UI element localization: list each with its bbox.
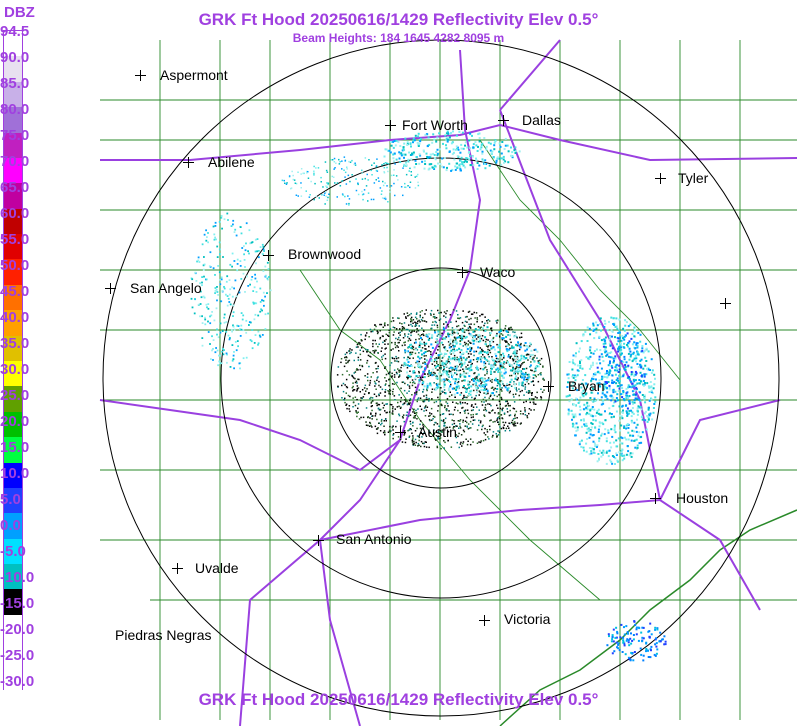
legend-swatch	[4, 310, 22, 337]
legend-colorbar	[3, 30, 23, 692]
city-label: Waco	[480, 264, 516, 280]
city-marker-icon	[655, 173, 666, 184]
legend-tick-label: -5.0	[0, 543, 26, 560]
city-label: Fort Worth	[402, 117, 468, 133]
legend-swatch	[4, 234, 22, 260]
legend-swatch	[4, 335, 22, 362]
city-label: Tyler	[678, 170, 709, 186]
city-marker-icon	[313, 535, 324, 546]
legend-swatch	[4, 132, 22, 159]
legend-swatch	[4, 487, 22, 514]
city-marker-icon	[457, 267, 468, 278]
beam-heights: Beam Heights: 184 1645 4282 8095 m	[292, 31, 505, 45]
legend-swatch	[4, 31, 22, 57]
legend-swatch	[4, 564, 22, 590]
legend-tick-label: 15.0	[0, 439, 30, 456]
city-marker-icon	[385, 120, 396, 131]
map-title-bottom: GRK Ft Hood 20250616/1429 Reflectivity E…	[198, 690, 599, 709]
radar-echoes	[190, 130, 667, 662]
city-label: Dallas	[522, 112, 561, 128]
city-marker-icon	[263, 250, 274, 261]
city-label: Austin	[418, 424, 457, 440]
legend-tick-label: 70.0	[0, 153, 30, 170]
city-marker-icon	[105, 283, 116, 294]
legend-tick-label: 90.0	[0, 49, 30, 66]
legend-tick-label: 20.0	[0, 413, 30, 430]
city-marker-icon	[183, 157, 194, 168]
legend-tick-label: 35.0	[0, 335, 30, 352]
dbz-legend: DBZ 94.5 90.0 85.0 80.0 75.0 70.0 65.0 60.0 55.0…	[0, 0, 42, 726]
city-marker-icon	[543, 381, 554, 392]
legend-swatch	[4, 107, 22, 134]
legend-tick-label: 0.0	[0, 517, 21, 534]
city-marker-icon	[650, 493, 661, 504]
legend-swatch	[4, 513, 22, 540]
legend-swatch	[4, 208, 22, 235]
legend-swatch	[4, 56, 22, 83]
legend-tick-label: 30.0	[0, 361, 30, 378]
legend-swatch	[4, 259, 22, 286]
map-title: GRK Ft Hood 20250616/1429 Reflectivity E…	[198, 10, 599, 29]
legend-tick-label: -10.0	[0, 569, 35, 586]
legend-tick-label: 5.0	[0, 491, 21, 508]
legend-swatch	[4, 614, 22, 641]
city-marker-icon	[172, 563, 183, 574]
legend-swatch	[4, 462, 22, 489]
city-label: San Angelo	[130, 280, 202, 296]
legend-tick-label: 94.5	[0, 23, 30, 40]
city-label: Piedras Negras	[115, 627, 212, 643]
city-label: Victoria	[504, 611, 551, 627]
legend-tick-label: -30.0	[0, 673, 35, 690]
city-label: Abilene	[208, 154, 255, 170]
city-label: Bryan	[568, 378, 605, 394]
legend-tick-label: -20.0	[0, 621, 35, 638]
legend-tick-label: -25.0	[0, 647, 35, 664]
legend-unit: DBZ	[4, 4, 35, 21]
legend-tick-label: -15.0	[0, 595, 35, 612]
highways	[99, 39, 797, 726]
city-label: Brownwood	[288, 246, 362, 262]
city-marker-icon	[395, 427, 406, 438]
legend-tick-label: 85.0	[0, 75, 30, 92]
legend-swatch	[4, 665, 22, 692]
legend-tick-label: 60.0	[0, 205, 30, 222]
city-label: Houston	[676, 490, 729, 506]
legend-tick-label: 10.0	[0, 465, 30, 482]
legend-tick-label: 75.0	[0, 127, 30, 144]
city-marker-icon	[498, 115, 509, 126]
legend-tick-label: 45.0	[0, 283, 30, 300]
legend-tick-label: 25.0	[0, 387, 30, 404]
legend-tick-label: 40.0	[0, 309, 30, 326]
legend-swatch	[4, 81, 22, 108]
legend-swatch	[4, 411, 22, 438]
legend-swatch	[4, 589, 22, 616]
legend-tick-label: 50.0	[0, 257, 30, 274]
legend-swatch	[4, 538, 22, 565]
legend-tick-label: 55.0	[0, 231, 30, 248]
legend-tick-label: 80.0	[0, 101, 30, 118]
legend-swatch	[4, 361, 22, 387]
legend-swatch	[4, 183, 22, 210]
city-marker-icon	[135, 70, 146, 81]
legend-swatch	[4, 157, 22, 184]
city-marker-icon	[720, 298, 731, 309]
city-marker-icon	[479, 615, 490, 626]
city-label: Uvalde	[195, 560, 239, 576]
city-label: Aspermont	[160, 67, 228, 83]
city-label: San Antonio	[336, 531, 412, 547]
legend-tick-label: 65.0	[0, 179, 30, 196]
legend-swatch	[4, 284, 22, 311]
range-rings	[102, 39, 780, 717]
legend-swatch	[4, 386, 22, 413]
legend-swatch	[4, 640, 22, 667]
legend-swatch	[4, 437, 22, 464]
